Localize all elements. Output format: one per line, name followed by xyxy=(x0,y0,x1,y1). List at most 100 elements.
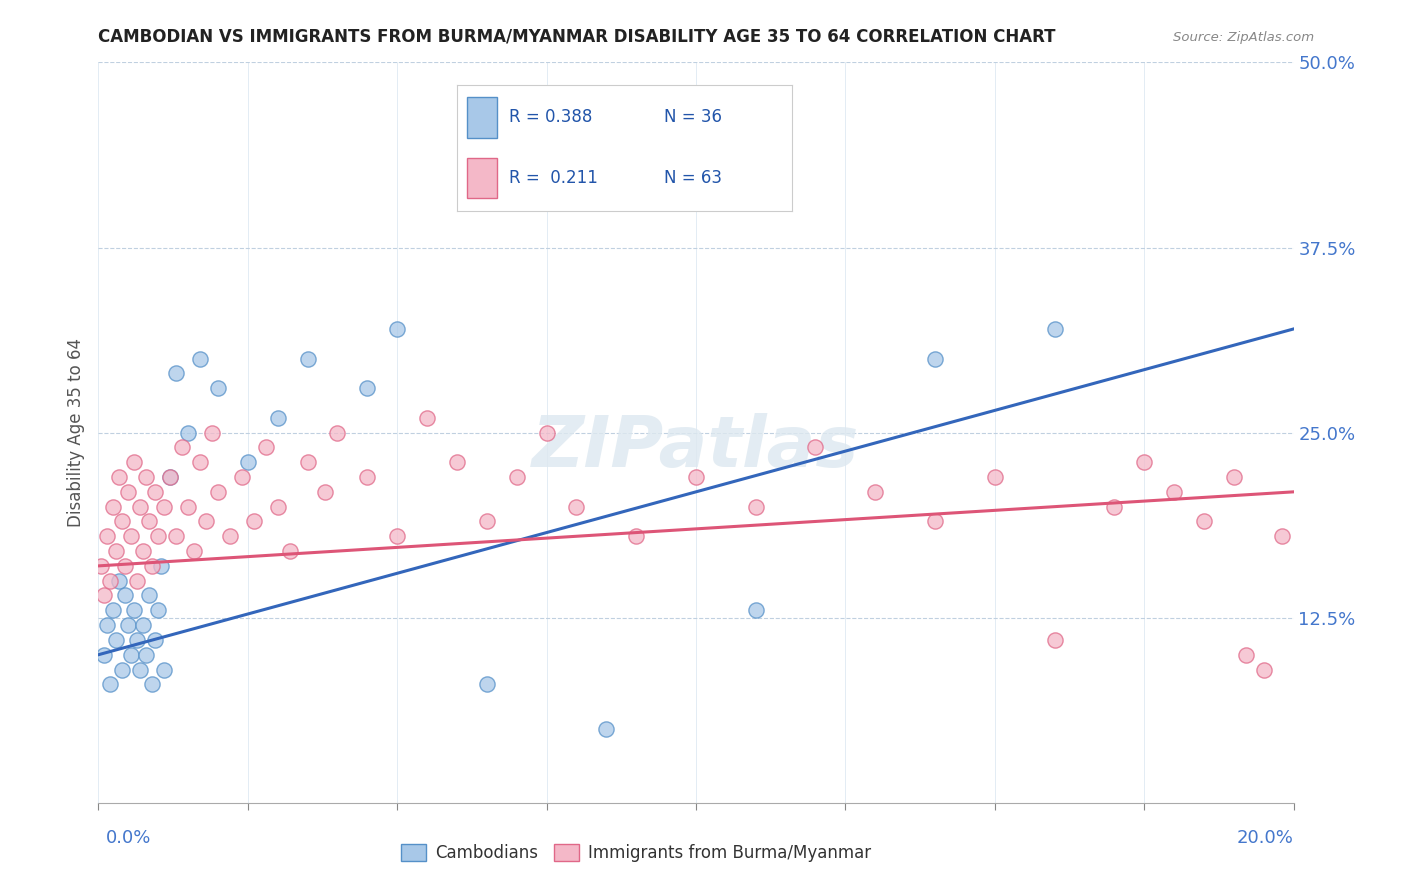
Point xyxy=(172,441,194,455)
Point xyxy=(685,470,707,484)
Point xyxy=(356,381,378,395)
Point xyxy=(565,500,588,514)
Point xyxy=(159,470,181,484)
Point xyxy=(924,351,946,366)
Point xyxy=(207,484,229,499)
Point xyxy=(201,425,224,440)
Point xyxy=(278,544,301,558)
Point xyxy=(297,455,319,469)
Legend: Cambodians, Immigrants from Burma/Myanmar: Cambodians, Immigrants from Burma/Myanma… xyxy=(395,837,877,869)
Point xyxy=(150,558,173,573)
Point xyxy=(111,515,134,529)
Point xyxy=(236,455,259,469)
Point xyxy=(165,529,187,543)
Point xyxy=(475,677,498,691)
Point xyxy=(96,529,118,543)
Point xyxy=(745,603,768,617)
Point xyxy=(446,455,468,469)
Point xyxy=(1192,515,1215,529)
Point xyxy=(120,529,142,543)
Text: Source: ZipAtlas.com: Source: ZipAtlas.com xyxy=(1174,31,1315,45)
Point xyxy=(595,722,617,736)
Point xyxy=(90,558,112,573)
Point xyxy=(108,470,131,484)
Point xyxy=(804,441,827,455)
Point xyxy=(135,470,157,484)
Point xyxy=(1253,663,1275,677)
Point xyxy=(865,484,887,499)
Y-axis label: Disability Age 35 to 64: Disability Age 35 to 64 xyxy=(66,338,84,527)
Point xyxy=(105,544,128,558)
Point xyxy=(143,484,166,499)
Point xyxy=(267,410,290,425)
Point xyxy=(385,529,409,543)
Point xyxy=(416,410,439,425)
Point xyxy=(103,500,125,514)
Point xyxy=(129,663,152,677)
Point xyxy=(98,574,122,588)
Point xyxy=(254,441,277,455)
Point xyxy=(315,484,337,499)
Point xyxy=(148,529,170,543)
Point xyxy=(267,500,290,514)
Point xyxy=(129,500,152,514)
Point xyxy=(195,515,218,529)
Point xyxy=(114,558,136,573)
Point xyxy=(188,351,211,366)
Point xyxy=(141,558,163,573)
Point xyxy=(153,663,176,677)
Text: ZIPatlas: ZIPatlas xyxy=(533,413,859,482)
Point xyxy=(124,603,146,617)
Point xyxy=(148,603,170,617)
Point xyxy=(219,529,242,543)
Point xyxy=(111,663,134,677)
Point xyxy=(105,632,128,647)
Text: CAMBODIAN VS IMMIGRANTS FROM BURMA/MYANMAR DISABILITY AGE 35 TO 64 CORRELATION C: CAMBODIAN VS IMMIGRANTS FROM BURMA/MYANM… xyxy=(98,28,1056,45)
Text: 20.0%: 20.0% xyxy=(1237,829,1294,847)
Point xyxy=(1043,632,1066,647)
Point xyxy=(93,589,115,603)
Point xyxy=(297,351,319,366)
Point xyxy=(626,529,648,543)
Point xyxy=(141,677,163,691)
Point xyxy=(135,648,157,662)
Point xyxy=(1163,484,1185,499)
Point xyxy=(183,544,205,558)
Point xyxy=(153,500,176,514)
Point xyxy=(1043,322,1066,336)
Point xyxy=(132,618,155,632)
Point xyxy=(536,425,558,440)
Point xyxy=(745,500,768,514)
Point xyxy=(1104,500,1126,514)
Text: 0.0%: 0.0% xyxy=(105,829,150,847)
Point xyxy=(165,367,187,381)
Point xyxy=(924,515,946,529)
Point xyxy=(117,484,139,499)
Point xyxy=(1271,529,1294,543)
Point xyxy=(159,470,181,484)
Point xyxy=(177,500,200,514)
Point xyxy=(138,515,160,529)
Point xyxy=(127,574,149,588)
Point xyxy=(385,322,409,336)
Point xyxy=(177,425,200,440)
Point xyxy=(231,470,253,484)
Point xyxy=(475,515,498,529)
Point xyxy=(143,632,166,647)
Point xyxy=(356,470,378,484)
Point xyxy=(96,618,118,632)
Point xyxy=(506,470,529,484)
Point xyxy=(984,470,1007,484)
Point xyxy=(326,425,349,440)
Point xyxy=(108,574,131,588)
Point xyxy=(1133,455,1156,469)
Point xyxy=(114,589,136,603)
Point xyxy=(98,677,122,691)
Point xyxy=(132,544,155,558)
Point xyxy=(188,455,211,469)
Point xyxy=(103,603,125,617)
Point xyxy=(1234,648,1257,662)
Point xyxy=(243,515,266,529)
Point xyxy=(124,455,146,469)
Point xyxy=(120,648,142,662)
